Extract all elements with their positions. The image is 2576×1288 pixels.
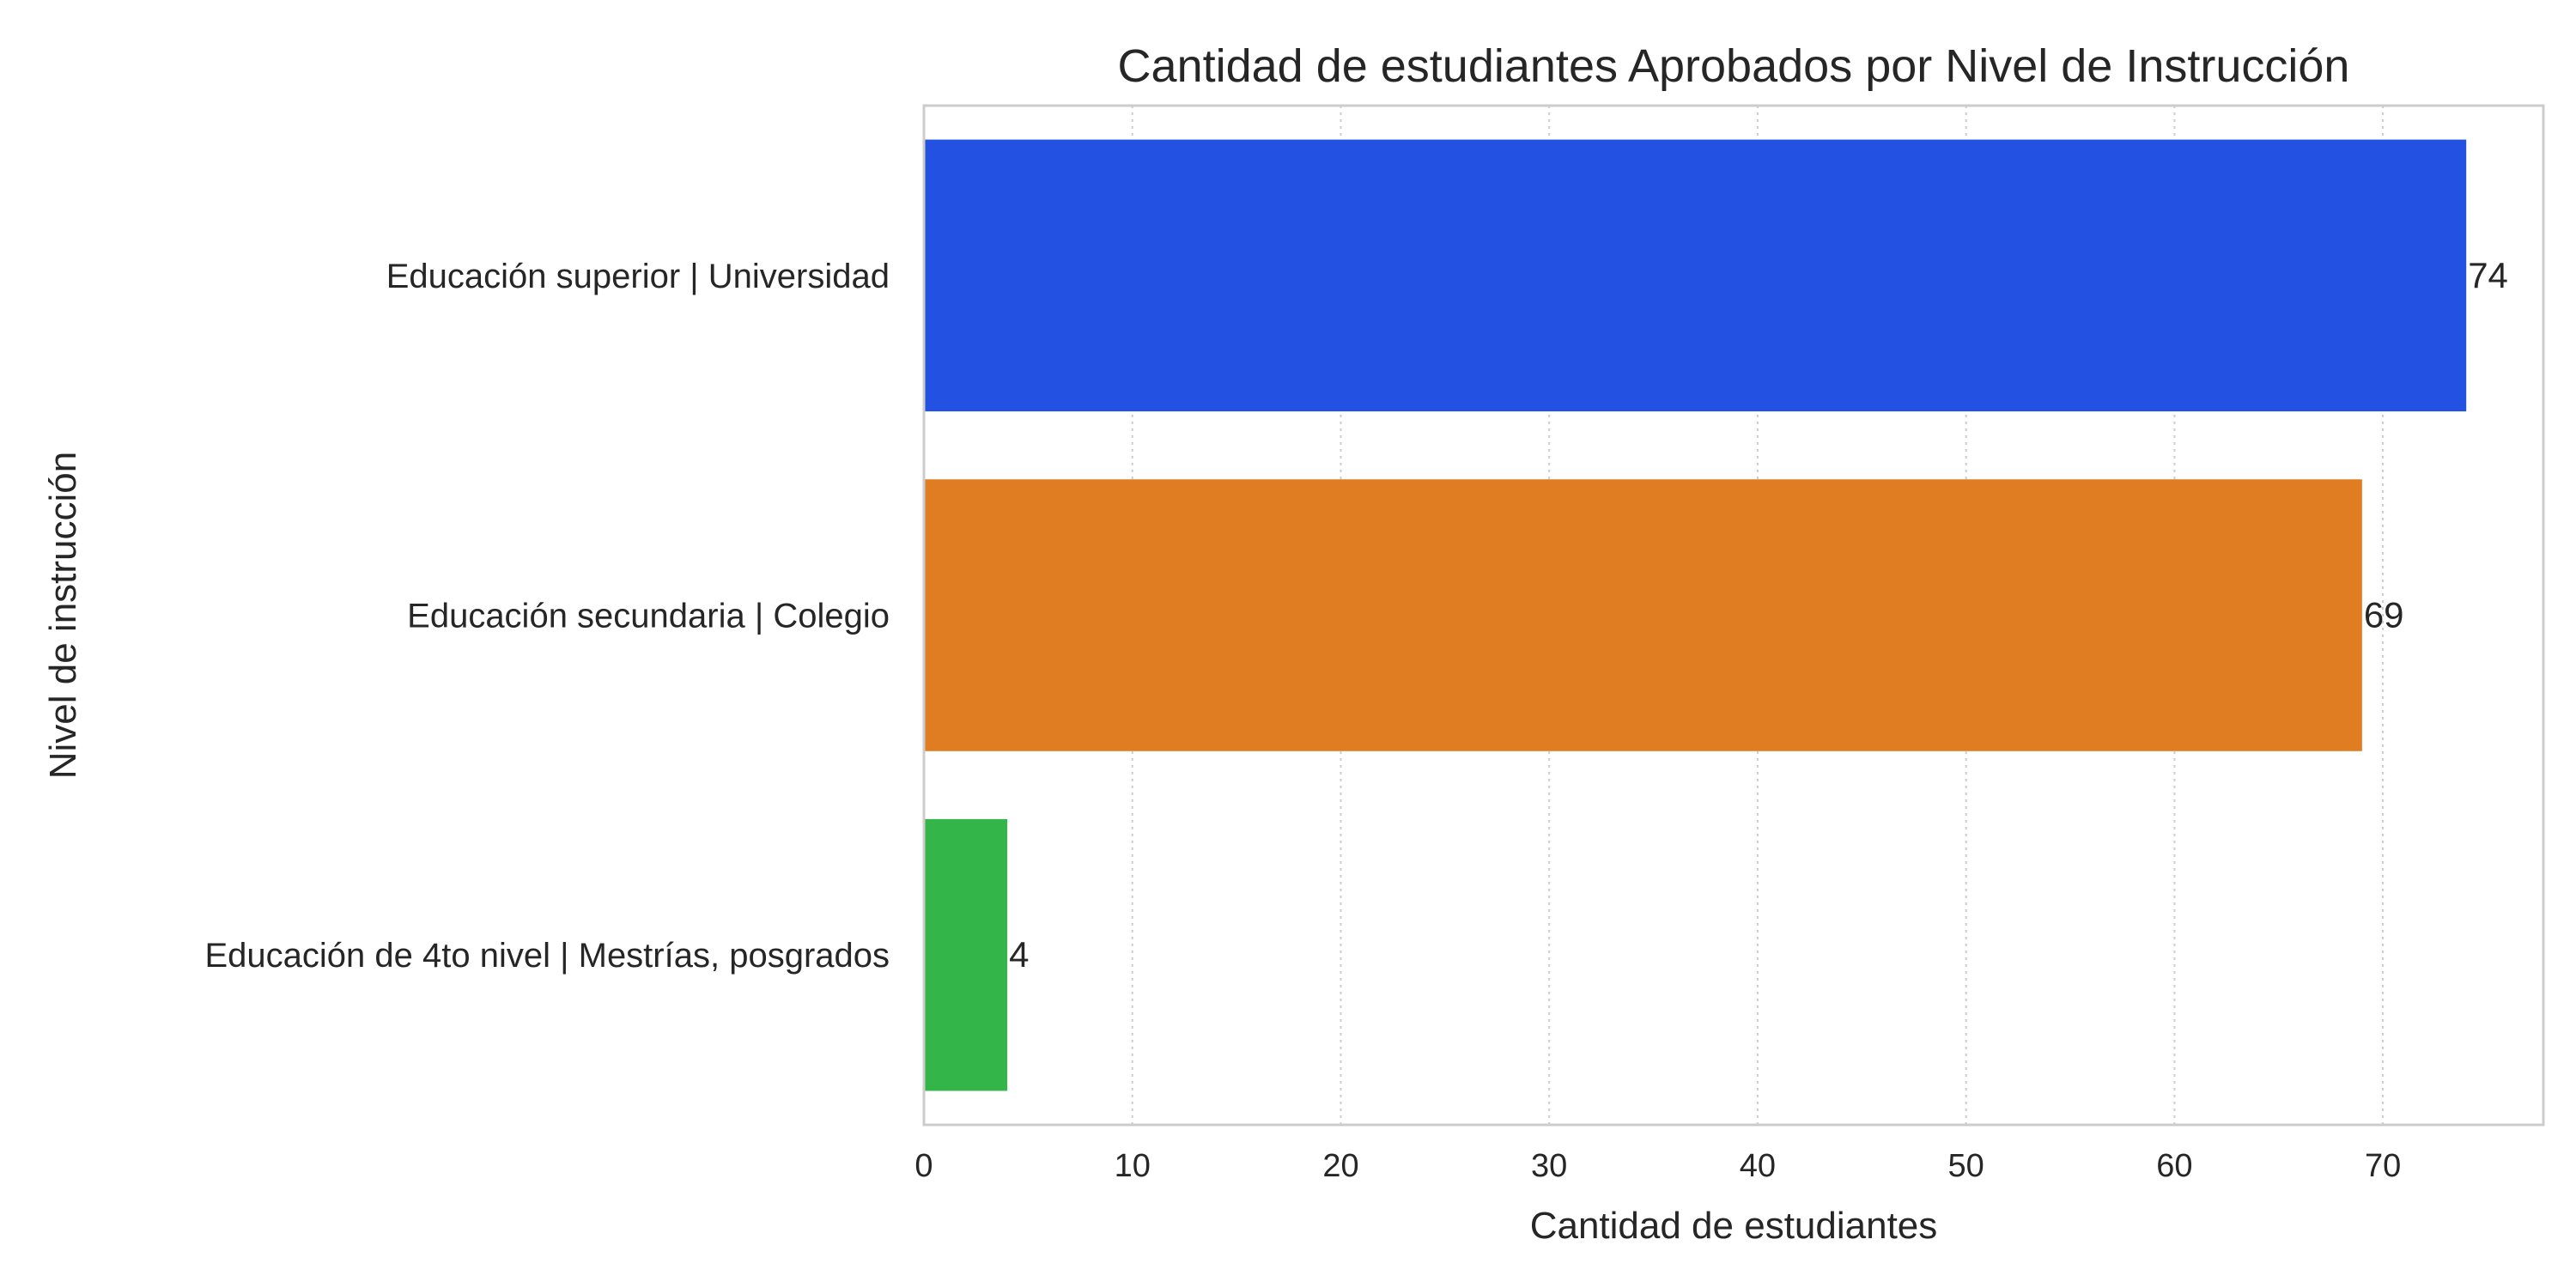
plot-area-frame	[922, 104, 2545, 1127]
chart-title: Cantidad de estudiantes Aprobados por Ni…	[1118, 40, 2350, 92]
x-tick-label: 60	[2156, 1148, 2192, 1184]
x-tick-label: 50	[1948, 1148, 1984, 1184]
x-tick-label: 40	[1740, 1148, 1776, 1184]
data-labels: 74 69 4	[1009, 255, 2508, 975]
x-tick-label: 0	[914, 1148, 933, 1184]
y-axis-label: Nivel de instrucción	[42, 452, 84, 780]
bars	[925, 139, 2467, 1091]
x-tick-label: 30	[1531, 1148, 1567, 1184]
bar	[925, 479, 2362, 751]
x-axis-ticks: 0 10 20 30 40 50 60 70	[914, 1148, 2401, 1184]
bar-value-label: 69	[2364, 595, 2404, 635]
bar	[925, 818, 1008, 1091]
y-axis-ticks: Educación superior | Universidad Educació…	[205, 258, 890, 975]
y-tick-label: Educación de 4to nivel | Mestrías, posgr…	[205, 937, 890, 975]
y-tick-label: Educación superior | Universidad	[386, 258, 890, 295]
bar-value-label: 4	[1009, 934, 1029, 975]
x-axis-label: Cantidad de estudiantes	[1530, 1205, 1938, 1247]
x-tick-label: 10	[1115, 1148, 1151, 1184]
bar	[925, 139, 2467, 412]
x-tick-label: 70	[2365, 1148, 2401, 1184]
bar-value-label: 74	[2468, 255, 2508, 295]
y-tick-label: Educación secundaria | Colegio	[407, 598, 890, 635]
x-tick-label: 20	[1322, 1148, 1358, 1184]
